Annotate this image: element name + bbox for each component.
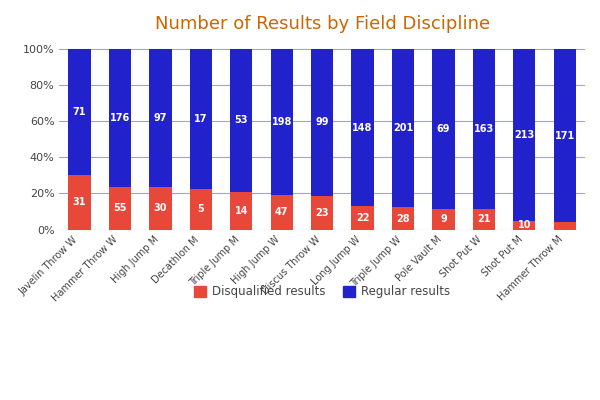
Bar bbox=[109, 186, 131, 230]
Text: 163: 163 bbox=[474, 124, 494, 134]
Bar bbox=[149, 187, 172, 230]
Text: 14: 14 bbox=[235, 206, 248, 216]
Text: 69: 69 bbox=[437, 124, 450, 134]
Text: 21: 21 bbox=[477, 214, 491, 224]
Bar bbox=[271, 195, 293, 230]
Bar bbox=[311, 196, 333, 230]
Title: Number of Results by Field Discipline: Number of Results by Field Discipline bbox=[155, 15, 490, 33]
Bar bbox=[513, 222, 535, 230]
Text: 53: 53 bbox=[235, 116, 248, 126]
Bar bbox=[554, 49, 576, 222]
Bar bbox=[473, 49, 495, 209]
Bar bbox=[513, 49, 535, 222]
Text: 148: 148 bbox=[352, 123, 373, 133]
Bar bbox=[433, 209, 455, 230]
Bar bbox=[190, 49, 212, 188]
Text: 97: 97 bbox=[154, 113, 167, 123]
Text: 201: 201 bbox=[393, 123, 413, 133]
Text: 17: 17 bbox=[194, 114, 208, 124]
Text: 22: 22 bbox=[356, 213, 370, 223]
Bar bbox=[392, 208, 414, 230]
Bar bbox=[109, 49, 131, 186]
Text: 55: 55 bbox=[113, 203, 127, 213]
Text: 10: 10 bbox=[518, 220, 531, 230]
Legend: Disqualified results, Regular results: Disqualified results, Regular results bbox=[190, 281, 455, 303]
Text: 30: 30 bbox=[154, 203, 167, 213]
Bar bbox=[433, 49, 455, 209]
Text: 5: 5 bbox=[197, 204, 204, 214]
Bar bbox=[68, 175, 91, 230]
Bar bbox=[554, 222, 576, 230]
Bar bbox=[392, 49, 414, 208]
Bar bbox=[473, 209, 495, 230]
Text: 213: 213 bbox=[514, 130, 535, 140]
Text: 28: 28 bbox=[396, 214, 410, 224]
Bar bbox=[311, 49, 333, 196]
Bar bbox=[230, 192, 253, 230]
Bar bbox=[190, 188, 212, 230]
Text: 198: 198 bbox=[272, 117, 292, 127]
Text: 23: 23 bbox=[316, 208, 329, 218]
Text: 71: 71 bbox=[73, 107, 86, 117]
Bar bbox=[352, 206, 374, 230]
Text: 99: 99 bbox=[316, 117, 329, 127]
Bar bbox=[68, 49, 91, 175]
Bar bbox=[149, 49, 172, 187]
Bar bbox=[230, 49, 253, 192]
Text: 176: 176 bbox=[110, 113, 130, 123]
Text: 47: 47 bbox=[275, 207, 289, 217]
Bar bbox=[352, 49, 374, 206]
Bar bbox=[271, 49, 293, 195]
Text: 171: 171 bbox=[554, 131, 575, 141]
Text: 31: 31 bbox=[73, 197, 86, 207]
Text: 9: 9 bbox=[440, 214, 447, 224]
